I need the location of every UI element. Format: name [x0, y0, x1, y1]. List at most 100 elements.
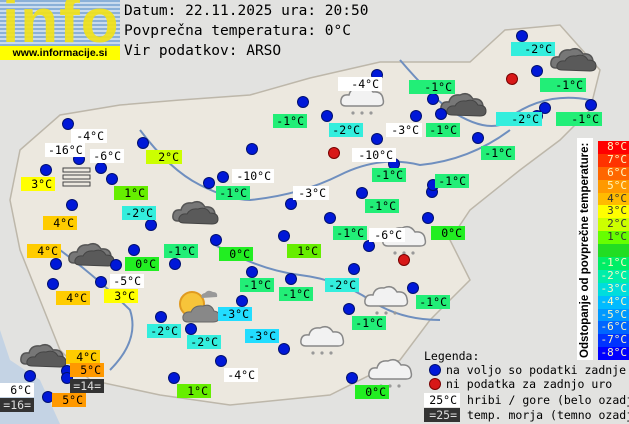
scale-cell: -5°C: [598, 308, 629, 322]
informacije-logo[interactable]: info www.informacije.si: [0, 0, 120, 60]
station-dot[interactable]: [51, 259, 61, 269]
station-dot[interactable]: [67, 200, 77, 210]
station-dot[interactable]: [344, 304, 354, 314]
legend-sea: =25= temp. morja (temno ozadje): [424, 408, 629, 422]
station-dot[interactable]: [62, 366, 72, 376]
station-missing-dot[interactable]: [329, 148, 339, 158]
station-dot[interactable]: [247, 144, 257, 154]
station-dot[interactable]: [170, 259, 180, 269]
temperature-deviation-scale: 8°C 7°C 6°C 5°C 4°C 3°C 2°C 1°C -1°C -2°C -3°C -4°C…: [598, 140, 629, 361]
temperature-label: -2°C: [325, 278, 359, 292]
station-dot[interactable]: [298, 97, 308, 107]
station-dot[interactable]: [218, 172, 228, 182]
scale-cell: 8°C: [598, 140, 629, 154]
station-dot[interactable]: [96, 277, 106, 287]
scale-cell: -4°C: [598, 295, 629, 309]
station-dot[interactable]: [237, 296, 247, 306]
scale-title: Odstopanje od povprečne temperature:: [577, 138, 593, 360]
temperature-label: -3°C: [245, 329, 279, 343]
station-dot[interactable]: [216, 356, 226, 366]
station-missing-dot[interactable]: [399, 255, 409, 265]
temperature-label: 0°C: [219, 247, 253, 261]
fog-icon: [62, 166, 92, 192]
station-missing-dot[interactable]: [507, 74, 517, 84]
legend-mountain-text: hribi / gore (belo ozadje): [466, 393, 629, 407]
station-dot[interactable]: [586, 100, 596, 110]
temperature-label: -4°C: [71, 129, 107, 143]
temperature-label: -2°C: [511, 42, 555, 56]
station-dot[interactable]: [436, 109, 446, 119]
temperature-label: -1°C: [426, 123, 460, 137]
station-dot[interactable]: [62, 373, 72, 383]
legend-missing: ni podatka za zadnjo uro: [430, 377, 612, 391]
station-dot[interactable]: [473, 133, 483, 143]
station-dot[interactable]: [247, 267, 257, 277]
temperature-label: 1°C: [114, 186, 148, 200]
overcast-icon: [548, 42, 598, 76]
average-temperature: Povprečna temperatura: 0°C: [124, 23, 351, 39]
temperature-label: -1°C: [435, 174, 469, 188]
station-dot[interactable]: [41, 165, 51, 175]
station-dot[interactable]: [408, 283, 418, 293]
station-dot[interactable]: [96, 163, 106, 173]
temperature-label: -10°C: [232, 169, 274, 183]
station-dot[interactable]: [43, 392, 53, 402]
station-dot[interactable]: [372, 134, 382, 144]
station-dot[interactable]: [423, 213, 433, 223]
logo-url[interactable]: www.informacije.si: [0, 46, 120, 60]
temperature-label: -2°C: [329, 123, 363, 137]
station-dot[interactable]: [532, 66, 542, 76]
station-dot[interactable]: [427, 187, 437, 197]
temperature-label: -2°C: [187, 335, 221, 349]
station-dot[interactable]: [63, 119, 73, 129]
temperature-label: 5°C: [70, 363, 104, 377]
temperature-label: -2°C: [496, 112, 542, 126]
station-dot[interactable]: [349, 264, 359, 274]
station-dot[interactable]: [25, 371, 35, 381]
station-dot[interactable]: [286, 199, 296, 209]
legend-sea-text: temp. morja (temno ozadje): [466, 408, 629, 422]
scale-cell: 6°C: [598, 166, 629, 180]
temperature-label: -1°C: [216, 186, 250, 200]
partly-cloudy-icon: [170, 286, 220, 330]
station-dot[interactable]: [411, 111, 421, 121]
legend-mountain: 25°C hribi / gore (belo ozadje): [424, 393, 629, 407]
station-dot[interactable]: [372, 70, 382, 80]
station-dot[interactable]: [364, 241, 374, 251]
scale-cell: -3°C: [598, 282, 629, 296]
station-dot[interactable]: [146, 220, 156, 230]
station-dot[interactable]: [286, 274, 296, 284]
station-dot[interactable]: [204, 178, 214, 188]
station-dot[interactable]: [428, 180, 438, 190]
scale-cell: -1°C: [598, 256, 629, 270]
station-dot[interactable]: [169, 373, 179, 383]
station-dot[interactable]: [540, 103, 550, 113]
station-dot[interactable]: [107, 174, 117, 184]
station-dot[interactable]: [325, 213, 335, 223]
overcast-icon: [66, 237, 116, 271]
scale-cell: -6°C: [598, 321, 629, 335]
legend-title: Legenda:: [424, 349, 480, 363]
station-dot[interactable]: [389, 159, 399, 169]
station-dot[interactable]: [279, 231, 289, 241]
station-dot[interactable]: [74, 154, 84, 164]
temperature-label: -1°C: [416, 295, 450, 309]
station-dot[interactable]: [428, 94, 438, 104]
station-dot[interactable]: [279, 344, 289, 354]
station-dot[interactable]: [186, 324, 196, 334]
temperature-label: 0°C: [431, 226, 465, 240]
station-dot[interactable]: [322, 111, 332, 121]
scale-cell: [598, 244, 629, 258]
station-dot[interactable]: [347, 373, 357, 383]
station-dot[interactable]: [156, 312, 166, 322]
station-dot[interactable]: [211, 235, 221, 245]
temperature-label: 4°C: [56, 291, 90, 305]
station-dot[interactable]: [48, 279, 58, 289]
station-dot[interactable]: [111, 260, 121, 270]
temperature-label: -3°C: [386, 123, 422, 137]
station-dot[interactable]: [129, 245, 139, 255]
station-dot[interactable]: [517, 31, 527, 41]
station-dot[interactable]: [357, 188, 367, 198]
temperature-label: -10°C: [352, 148, 396, 162]
station-dot[interactable]: [138, 138, 148, 148]
